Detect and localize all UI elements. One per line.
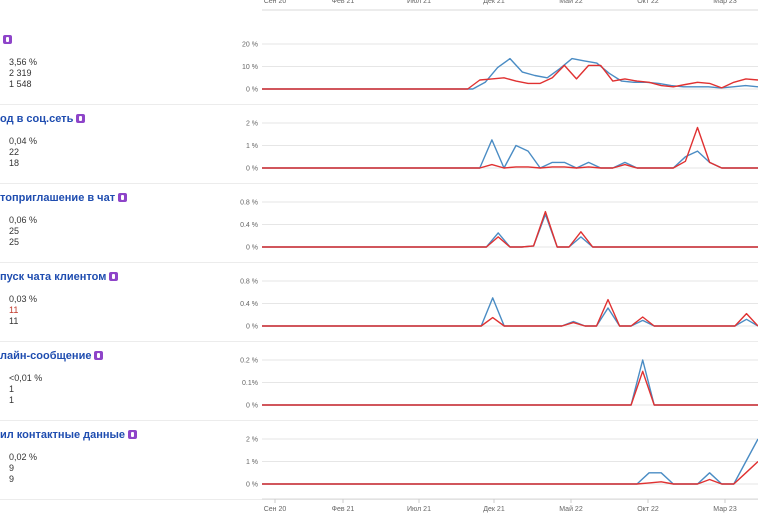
x-tick-label: Июл 21 (407, 506, 431, 513)
conversion-rate: 0,02 % (9, 452, 38, 462)
x-tick-label: Сен 20 (264, 506, 287, 513)
goal-title-text[interactable]: топриглашение в чат (0, 192, 116, 204)
y-tick-label: 1 % (246, 459, 258, 466)
goal-block: пуск чата клиентом 0,03 % 11 11 (0, 271, 250, 341)
section-divider (0, 183, 758, 184)
goal-title[interactable]: лайн-сообщение (0, 350, 104, 362)
goal-visits: 1 (9, 395, 15, 405)
series-line-red (262, 460, 758, 485)
goal-type-icon (76, 114, 86, 123)
goal-block: од в соц.сеть 0,04 % 22 18 (0, 113, 250, 183)
goal-block: лайн-сообщение <0,01 % 1 1 (0, 350, 250, 420)
goal-type-icon (3, 35, 12, 44)
conversion-rate: 3,56 % (9, 57, 38, 67)
top-x-tick-label: Окт 22 (637, 0, 659, 5)
goal-reaches: 2 319 (9, 68, 32, 78)
goal-type-icon (118, 193, 128, 202)
y-tick-label: 0.2 % (240, 358, 258, 365)
goal-title-text[interactable]: лайн-сообщение (0, 350, 92, 362)
goal-title-text[interactable]: пуск чата клиентом (0, 271, 107, 283)
top-x-tick-label: Сен 20 (264, 0, 287, 5)
section-divider (0, 420, 758, 421)
x-tick-label: Май 22 (559, 505, 583, 513)
goal-title[interactable]: од в соц.сеть (0, 113, 86, 125)
conversion-rate: 0,03 % (9, 294, 38, 304)
goal-block: 3,56 % 2 319 1 548 (0, 34, 250, 104)
section-divider (0, 262, 758, 263)
series-line-blue (262, 139, 758, 169)
goal-title-text[interactable]: ил контактные данные (0, 429, 126, 441)
chart-panel: 2 % 1 % 0 % (246, 437, 758, 489)
chart-panel: 0.2 % 0.1% 0 % (240, 358, 758, 410)
series-line-blue (262, 297, 758, 327)
conversion-rate: 0,06 % (9, 215, 38, 225)
series-line-red (262, 370, 758, 406)
x-tick-label: Окт 22 (637, 506, 659, 513)
y-tick-label: 0 % (246, 87, 258, 94)
y-tick-label: 0 % (246, 166, 258, 173)
top-x-tick-label: Мар 23 (713, 0, 737, 5)
series-line-red (262, 126, 758, 169)
goal-visits: 1 548 (9, 79, 32, 89)
goal-visits: 25 (9, 237, 20, 247)
y-tick-label: 0.8 % (240, 279, 258, 286)
y-tick-label: 0 % (246, 245, 258, 252)
y-tick-label: 0.4 % (240, 301, 258, 308)
series-line-blue (262, 213, 758, 248)
y-tick-label: 0 % (246, 403, 258, 410)
y-tick-label: 0 % (246, 482, 258, 489)
goal-type-icon (128, 430, 138, 439)
x-tick-label: Дек 21 (483, 506, 505, 513)
goal-title[interactable]: ил контактные данные (0, 429, 138, 441)
goal-reaches: 9 (9, 463, 15, 473)
top-x-tick-label: Дек 21 (483, 0, 505, 5)
goal-visits: 9 (9, 474, 15, 484)
x-tick-label: Мар 23 (713, 506, 737, 513)
chart-panel: 20 % 10 % 0 % (242, 42, 758, 94)
goal-visits: 18 (9, 158, 20, 168)
section-divider (0, 104, 758, 105)
goal-title[interactable] (0, 34, 12, 46)
chart-panel: 0.8 % 0.4 % 0 % (240, 200, 758, 252)
chart-panel: 0.8 % 0.4 % 0 % (240, 279, 758, 331)
top-x-tick-label: Фев 21 (332, 0, 355, 5)
y-tick-label: 0.4 % (240, 222, 258, 229)
x-tick-label: Фев 21 (332, 506, 355, 513)
chart-panel: 2 % 1 % 0 % (246, 121, 758, 173)
conversion-rate: <0,01 % (9, 373, 43, 383)
goal-title[interactable]: топриглашение в чат (0, 192, 128, 204)
top-x-tick-label: Май 22 (559, 0, 583, 5)
goal-reaches: 11 (9, 305, 19, 315)
y-tick-label: 0.1% (242, 380, 258, 387)
goal-reaches: 25 (9, 226, 20, 236)
goal-reaches: 22 (9, 147, 20, 157)
series-line-red (262, 298, 758, 327)
series-line-red (262, 64, 758, 90)
x-axis: Сен 20 Фев 21 Июл 21 Дек 21 Май 22 Окт 22 Мар … (262, 498, 758, 513)
series-line-red (262, 210, 758, 248)
top-x-axis: Сен 20 Фев 21 Июл 21 Дек 21 Май 22 Окт 22 Мар … (262, 0, 758, 11)
goal-block: топриглашение в чат 0,06 % 25 25 (0, 192, 250, 262)
goal-block: ил контактные данные 0,02 % 9 9 (0, 429, 250, 499)
conversion-rate: 0,04 % (9, 136, 38, 146)
y-tick-label: 0 % (246, 324, 258, 331)
y-tick-label: 0.8 % (240, 200, 258, 207)
y-tick-label: 2 % (246, 437, 258, 444)
goal-title[interactable]: пуск чата клиентом (0, 271, 119, 283)
goal-title-text[interactable]: од в соц.сеть (0, 113, 74, 125)
goal-visits: 11 (9, 316, 19, 326)
top-x-tick-label: Июл 21 (407, 0, 431, 5)
goal-type-icon (109, 272, 119, 281)
goal-type-icon (94, 351, 104, 360)
y-tick-label: 2 % (246, 121, 258, 128)
section-divider (0, 341, 758, 342)
y-tick-label: 10 % (242, 64, 258, 71)
goal-reaches: 1 (9, 384, 15, 394)
y-tick-label: 1 % (246, 143, 258, 150)
y-tick-label: 20 % (242, 42, 258, 49)
